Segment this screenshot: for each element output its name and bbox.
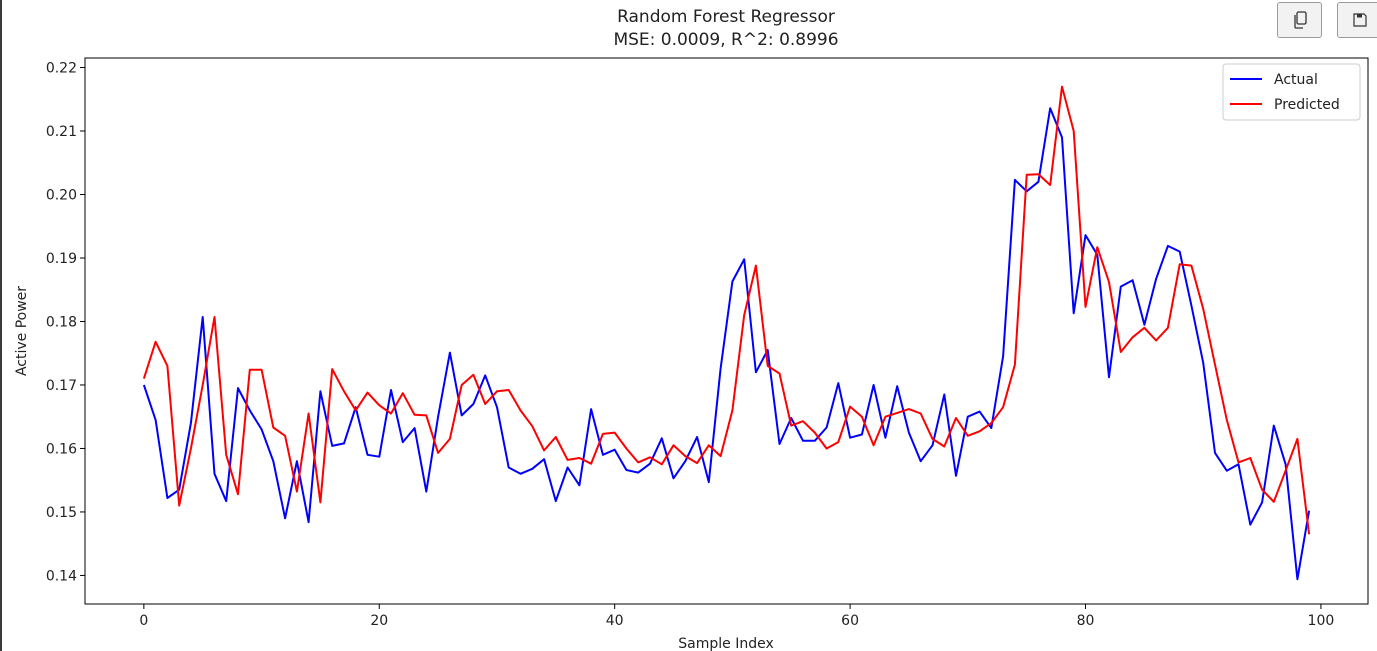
series-lines [142, 85, 1311, 581]
y-tick-label: 0.17 [46, 378, 77, 394]
y-tick-label: 0.16 [46, 441, 77, 457]
legend-label-actual: Actual [1274, 72, 1318, 88]
y-tick-label: 0.18 [46, 314, 77, 330]
x-tick-label: 80 [1077, 613, 1095, 629]
x-axis-label: Sample Index [678, 636, 773, 651]
y-tick-label: 0.19 [46, 251, 77, 267]
save-button[interactable] [1337, 2, 1377, 38]
y-axis-label: Active Power [14, 286, 30, 376]
y-tick-label: 0.15 [46, 505, 77, 521]
window-left-edge [0, 0, 2, 651]
legend-label-predicted: Predicted [1274, 97, 1340, 113]
plot-area-frame [84, 57, 1369, 605]
y-tick-label: 0.22 [46, 61, 77, 77]
y-tick-label: 0.20 [46, 188, 77, 204]
series-line-actual [142, 107, 1311, 581]
x-tick-label: 100 [1308, 613, 1335, 629]
copy-button[interactable] [1277, 2, 1322, 38]
floppy-disk-icon [1352, 13, 1367, 27]
y-tick-label: 0.14 [46, 568, 77, 584]
chart-subtitle: MSE: 0.0009, R^2: 0.8996 [613, 30, 838, 50]
copy-icon [1293, 11, 1307, 29]
x-tick-label: 0 [139, 613, 148, 629]
series-line-predicted [142, 85, 1311, 535]
y-tick-label: 0.21 [46, 124, 77, 140]
x-tick-label: 20 [370, 613, 388, 629]
x-tick-label: 60 [841, 613, 859, 629]
x-axis: 0 20 40 60 80 100 [139, 604, 1334, 629]
x-tick-label: 40 [606, 613, 624, 629]
legend: Actual Predicted [1222, 63, 1361, 121]
y-axis: 0.14 0.15 0.16 0.17 0.18 0.19 0.20 0.21 0.22 [46, 61, 85, 584]
chart-title: Random Forest Regressor [617, 7, 835, 27]
